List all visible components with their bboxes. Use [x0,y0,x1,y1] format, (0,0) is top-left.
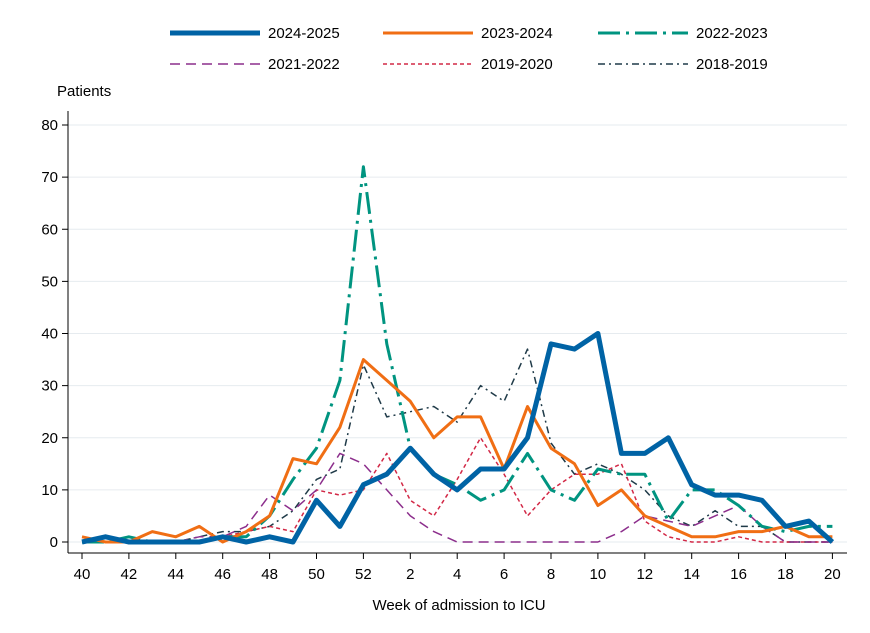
x-tick-label: 44 [167,566,184,583]
legend-label: 2019-2020 [481,56,553,73]
x-tick-label: 8 [547,566,555,583]
legend-label: 2018-2019 [696,56,768,73]
y-axis: 0 10 20 30 40 50 60 70 80 [41,111,69,553]
y-axis-title: Patients [57,83,111,100]
legend: 2024-2025 2023-2024 2022-2023 2021-2022 2019… [170,25,768,73]
x-tick-label: 52 [355,566,372,583]
series-lines [81,165,835,545]
legend-label: 2023-2024 [481,25,553,42]
x-axis: 40 42 44 46 48 50 52 2 4 6 8 10 12 14 16 18 20 [68,552,847,583]
x-tick-label: 46 [214,566,231,583]
y-tick-label: 10 [41,482,58,499]
x-tick-label: 14 [683,566,700,583]
x-tick-label: 10 [590,566,607,583]
legend-label: 2021-2022 [268,56,340,73]
y-tick-label: 20 [41,430,58,447]
y-tick-label: 30 [41,378,58,395]
y-tick-label: 70 [41,169,58,186]
y-tick-label: 40 [41,326,58,343]
series-line-2024-2025 [81,331,835,545]
x-axis-title: Week of admission to ICU [372,597,545,614]
x-tick-label: 12 [636,566,653,583]
legend-label: 2024-2025 [268,25,340,42]
x-tick-label: 50 [308,566,325,583]
series-line-2023-2024 [81,358,833,544]
x-tick-label: 16 [730,566,747,583]
series-line-2022-2023 [82,165,833,544]
legend-label: 2022-2023 [696,25,768,42]
series-line-2018-2019 [82,348,833,543]
x-tick-label: 2 [406,566,414,583]
x-tick-label: 48 [261,566,278,583]
x-tick-label: 18 [777,566,794,583]
x-tick-label: 40 [74,566,91,583]
x-tick-label: 4 [453,566,461,583]
y-tick-label: 50 [41,273,58,290]
x-tick-label: 20 [824,566,841,583]
x-tick-label: 6 [500,566,508,583]
y-tick-label: 60 [41,221,58,238]
y-tick-label: 0 [50,534,58,551]
x-tick-label: 42 [121,566,138,583]
y-tick-label: 80 [41,117,58,134]
series-line-2019-2020 [82,437,833,543]
